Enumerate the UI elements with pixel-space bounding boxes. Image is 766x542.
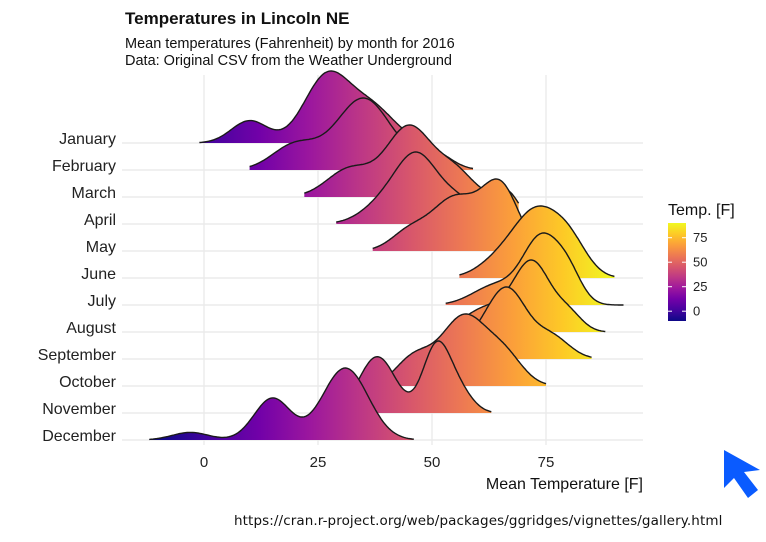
y-label-september: September [38, 347, 117, 364]
legend-tick-label: 75 [693, 230, 707, 245]
ridge-march [304, 125, 492, 197]
chart-title: Temperatures in Lincoln NE [125, 9, 350, 28]
subtitle-line-2: Data: Original CSV from the Weather Unde… [125, 53, 452, 69]
y-label-april: April [84, 212, 116, 229]
y-label-july: July [88, 293, 116, 310]
x-axis-label: Mean Temperature [F] [486, 476, 643, 493]
y-axis-labels: January February March April May June July Augu… [38, 131, 117, 445]
y-label-march: March [72, 185, 116, 202]
ridge-outline-october [372, 313, 547, 385]
y-label-november: November [42, 401, 116, 418]
ridge-outline-july [445, 232, 624, 306]
y-label-february: February [52, 158, 116, 175]
x-tick-label: 0 [200, 454, 208, 471]
legend-tick-label: 25 [693, 279, 707, 294]
y-label-june: June [81, 266, 116, 283]
y-label-may: May [86, 239, 116, 256]
x-tick-label: 50 [424, 454, 441, 471]
ridge-december [149, 368, 414, 440]
ridge-outline-january [199, 70, 428, 144]
legend-tick-label: 0 [693, 304, 700, 319]
y-label-october: October [59, 374, 117, 391]
ridge-outline-may [372, 178, 533, 250]
x-axis-ticks: 0 25 50 75 [200, 454, 555, 471]
x-tick-label: 75 [538, 454, 555, 471]
x-tick-label: 25 [310, 454, 327, 471]
ridge-outline-december [149, 367, 414, 441]
y-label-january: January [59, 131, 116, 148]
legend-tick-label: 50 [693, 255, 707, 270]
chart-subtitle: Mean temperatures (Fahrenheit) by month … [125, 36, 455, 70]
ridge-may [372, 179, 533, 251]
ridge-outline-august [454, 259, 606, 333]
ridge-outline-june [459, 205, 615, 278]
cursor-arrow-icon [722, 448, 766, 507]
legend-ticks: 0 25 50 75 [668, 230, 707, 319]
ridge-october [372, 314, 546, 386]
ridge-outline-november [340, 340, 492, 413]
y-label-august: August [66, 320, 116, 337]
subtitle-line-1: Mean temperatures (Fahrenheit) by month … [125, 36, 455, 52]
legend-title: Temp. [F] [668, 202, 735, 219]
ridges [149, 70, 624, 441]
ridge-november [340, 341, 492, 413]
ridge-outline-march [304, 124, 492, 195]
y-label-december: December [42, 428, 116, 445]
source-url: https://cran.r-project.org/web/packages/… [234, 513, 723, 529]
legend: Temp. [F] 0 25 50 75 [668, 202, 735, 321]
legend-colorbar [668, 223, 686, 321]
